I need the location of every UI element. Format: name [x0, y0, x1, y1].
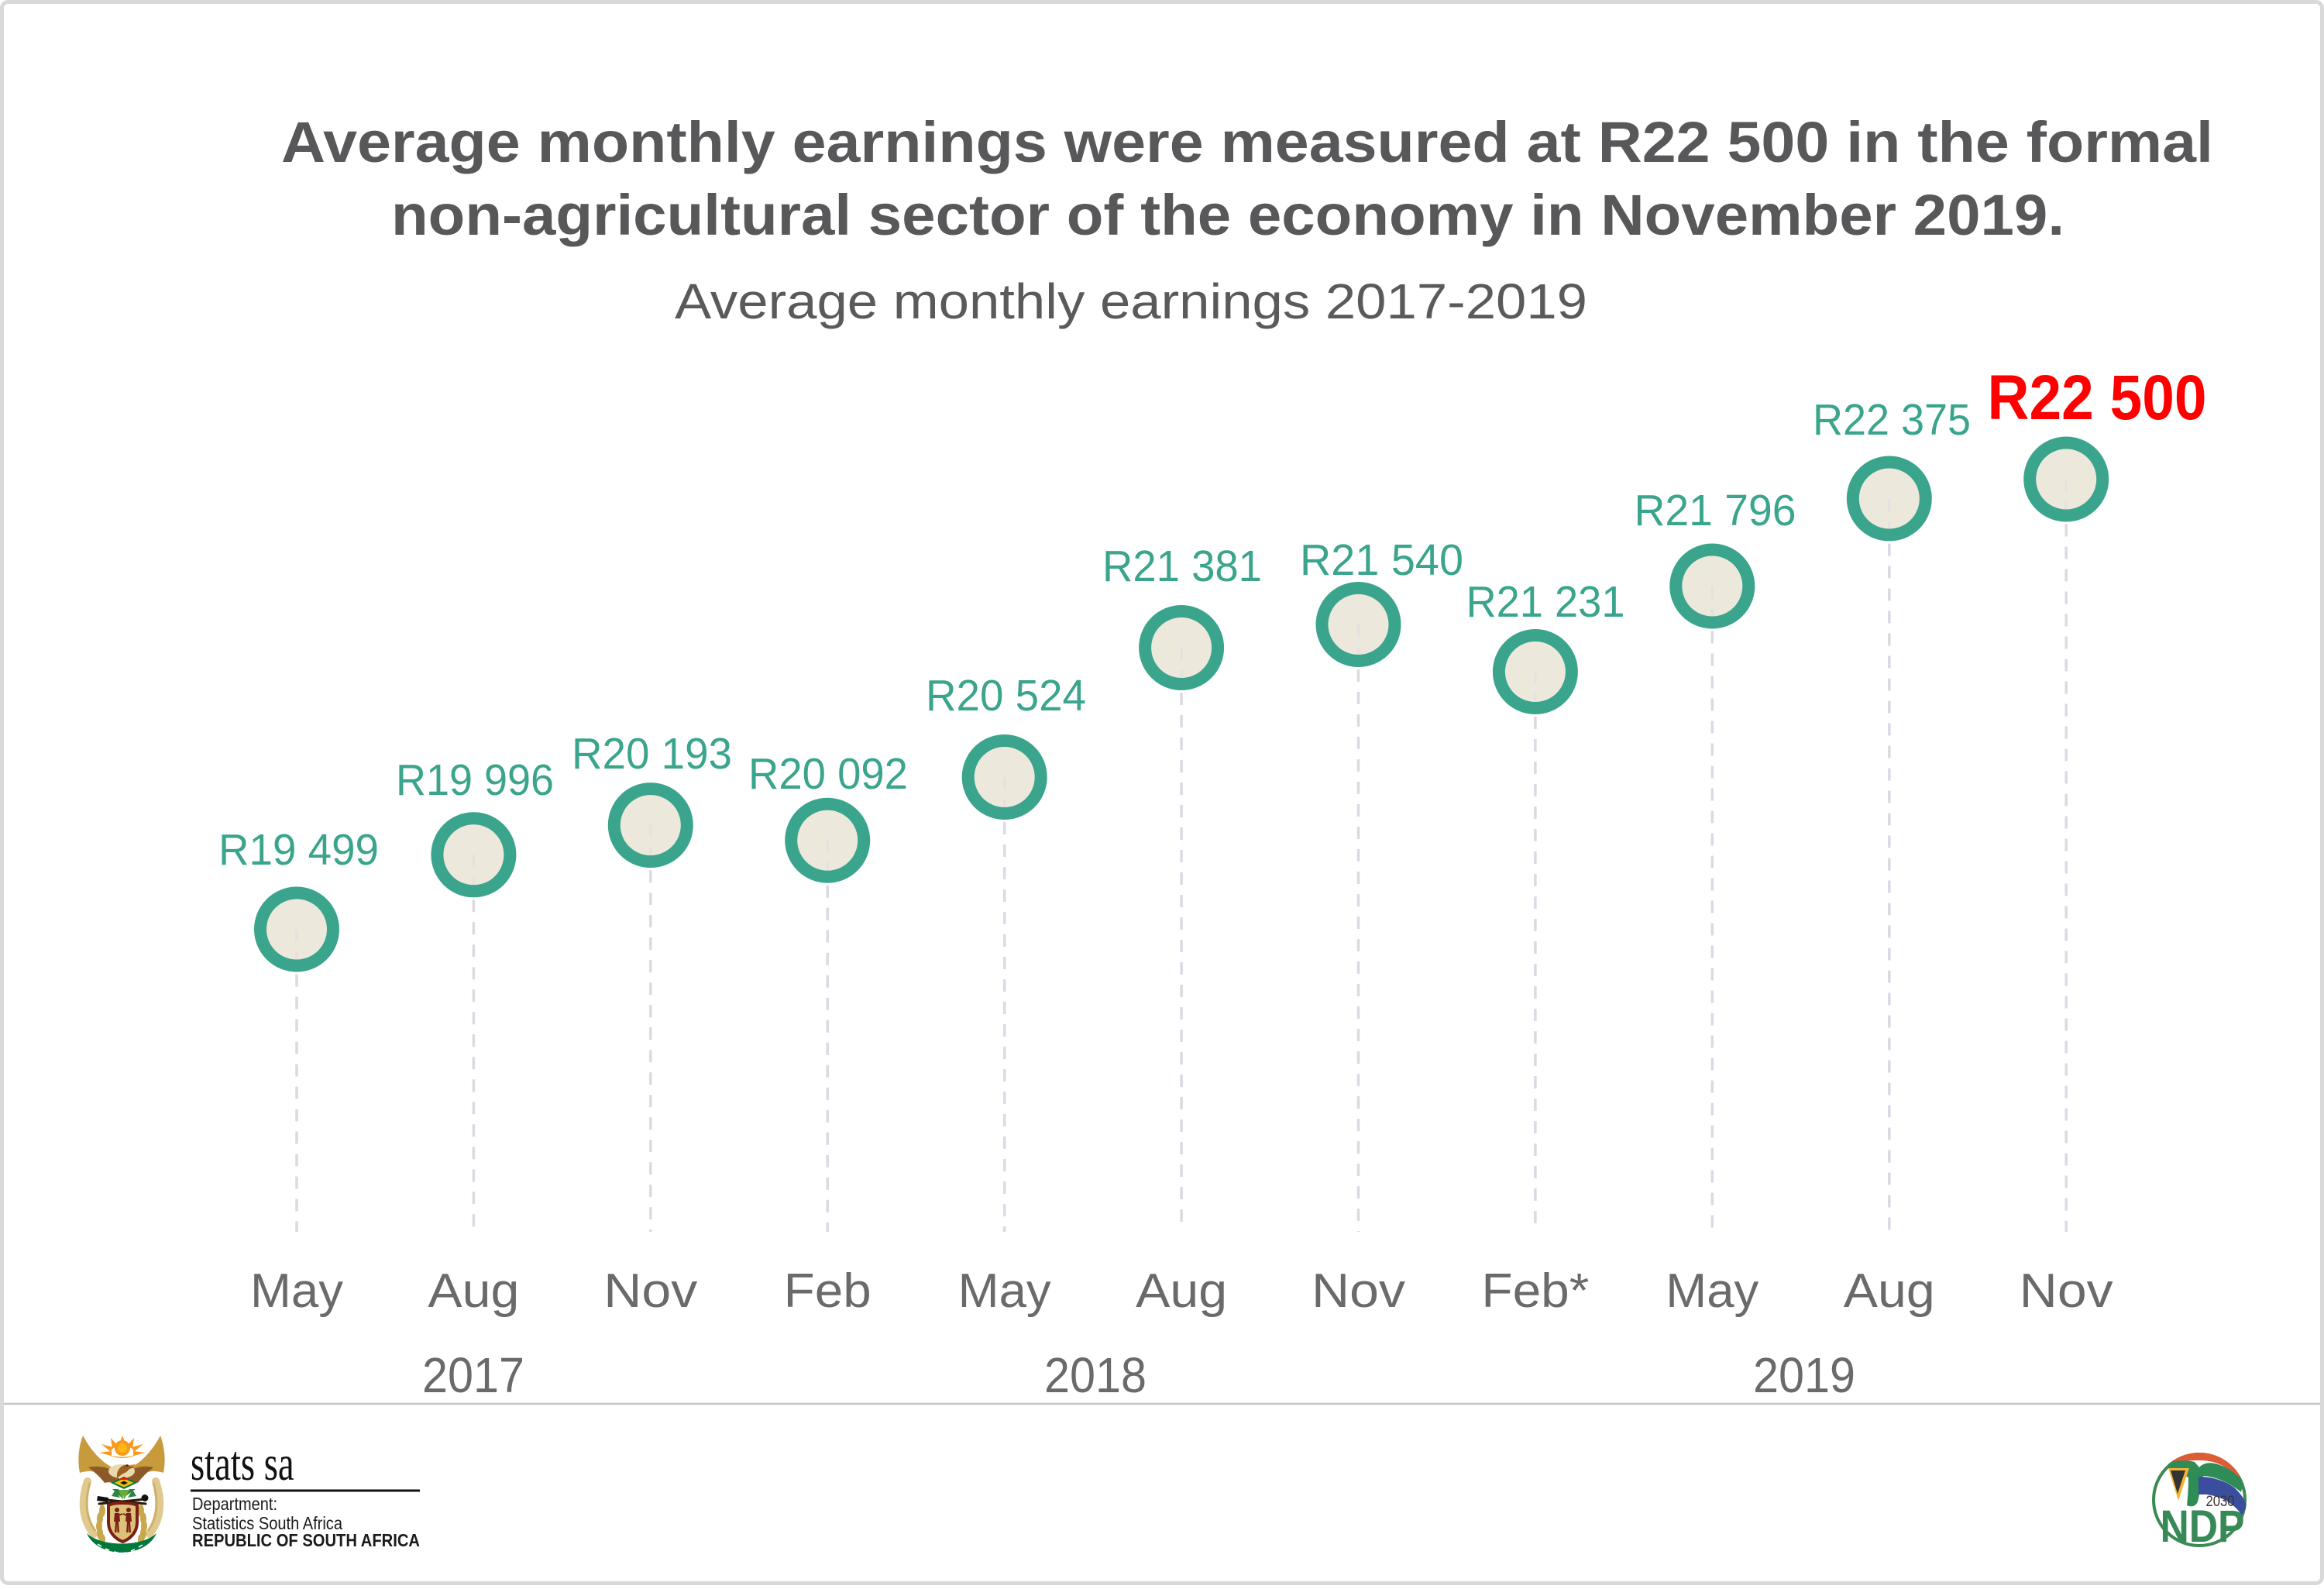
svg-text:Nov: Nov — [1312, 1264, 1405, 1318]
svg-text:Average monthly earnings 2017-: Average monthly earnings 2017-2019 — [675, 273, 1587, 329]
svg-text:stats sa: stats sa — [191, 1436, 294, 1491]
svg-text:Department:: Department: — [192, 1494, 277, 1514]
svg-text:R19 996: R19 996 — [396, 755, 554, 805]
svg-text:May: May — [1666, 1264, 1758, 1318]
svg-text:2017: 2017 — [422, 1347, 524, 1403]
svg-text:NDP: NDP — [2161, 1501, 2245, 1552]
svg-text:R22 500: R22 500 — [1988, 363, 2207, 433]
svg-text:R21 231: R21 231 — [1466, 577, 1625, 627]
svg-text:R21 540: R21 540 — [1300, 535, 1463, 585]
svg-text:R20 524: R20 524 — [926, 671, 1086, 721]
svg-text:R21 381: R21 381 — [1102, 542, 1262, 591]
svg-text:2030: 2030 — [2206, 1494, 2235, 1510]
svg-text:2019: 2019 — [1753, 1347, 1855, 1403]
svg-text:non-agricultural sector of the: non-agricultural sector of the economy i… — [391, 183, 2064, 247]
svg-text:Statistics South Africa: Statistics South Africa — [192, 1513, 342, 1533]
svg-text:Nov: Nov — [2020, 1264, 2113, 1318]
svg-text:2018: 2018 — [1044, 1347, 1147, 1403]
svg-text:REPUBLIC OF SOUTH AFRICA: REPUBLIC OF SOUTH AFRICA — [192, 1530, 420, 1550]
svg-text:R22 375: R22 375 — [1813, 395, 1971, 445]
svg-text:Aug: Aug — [1844, 1264, 1935, 1318]
svg-text:R20 193: R20 193 — [572, 729, 732, 779]
svg-text:Nov: Nov — [603, 1264, 697, 1318]
svg-text:R21 796: R21 796 — [1635, 486, 1796, 535]
svg-text:May: May — [250, 1264, 343, 1318]
svg-text:Average monthly earnings were: Average monthly earnings were measured a… — [281, 110, 2213, 174]
svg-text:R19 499: R19 499 — [218, 825, 379, 875]
svg-text:Aug: Aug — [428, 1264, 519, 1318]
svg-text:May: May — [958, 1264, 1051, 1318]
svg-text:Feb: Feb — [784, 1264, 871, 1318]
svg-text:R20 092: R20 092 — [748, 749, 908, 799]
svg-text:Aug: Aug — [1136, 1264, 1227, 1318]
svg-text:Feb*: Feb* — [1481, 1264, 1589, 1318]
